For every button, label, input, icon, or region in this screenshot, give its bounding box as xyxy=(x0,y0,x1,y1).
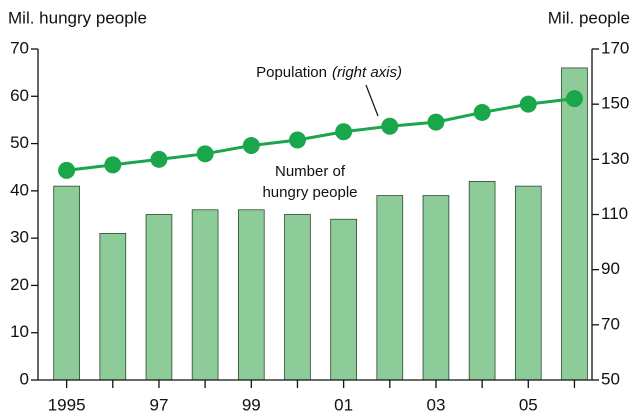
y-tick-label: 50 xyxy=(10,133,29,152)
x-tick-label: 1995 xyxy=(48,395,86,414)
bar xyxy=(468,180,496,381)
x-tick-label: 03 xyxy=(426,395,445,414)
x-tick-label: 99 xyxy=(242,395,261,414)
bar xyxy=(191,209,219,381)
bar xyxy=(422,195,450,381)
x-tick-label: 01 xyxy=(334,395,353,414)
marker xyxy=(242,137,260,155)
marker xyxy=(150,150,168,168)
annotation: Number of xyxy=(275,163,346,180)
bar xyxy=(561,67,588,381)
marker xyxy=(473,103,491,121)
annotation: hungry people xyxy=(262,184,357,201)
y-tick-label: 60 xyxy=(10,86,29,105)
y2-tick-label: 70 xyxy=(601,314,620,333)
annotation: Population xyxy=(256,64,327,81)
x-tick-label: 05 xyxy=(519,395,538,414)
bar xyxy=(514,185,542,381)
y2-tick-label: 110 xyxy=(601,204,628,223)
x-tick-label: 97 xyxy=(149,395,168,414)
bar xyxy=(330,218,357,381)
marker xyxy=(196,145,214,163)
marker xyxy=(288,131,306,149)
marker xyxy=(335,123,353,141)
y-tick-label: 10 xyxy=(10,322,29,341)
bar xyxy=(284,214,311,381)
y-axis-title: Mil. hungry people xyxy=(8,8,147,27)
y2-tick-label: 50 xyxy=(601,369,620,388)
bar xyxy=(376,195,404,381)
bar xyxy=(99,233,127,381)
marker xyxy=(58,161,76,179)
bar xyxy=(53,185,80,381)
marker xyxy=(104,156,122,174)
line xyxy=(66,97,575,172)
y-tick-label: 30 xyxy=(10,228,29,247)
y2-tick-label: 130 xyxy=(601,149,629,168)
marker xyxy=(381,117,399,135)
y-tick-label: 40 xyxy=(10,180,29,199)
y2-tick-label: 90 xyxy=(601,259,620,278)
leader-line xyxy=(365,84,379,117)
annotation: (right axis) xyxy=(332,64,402,81)
marker xyxy=(519,95,537,113)
y2-tick-label: 170 xyxy=(601,38,629,57)
y2-axis-title: Mil. people xyxy=(548,8,630,27)
y-tick-label: 20 xyxy=(10,275,29,294)
y-tick-label: 70 xyxy=(10,38,29,57)
marker xyxy=(427,113,445,131)
bar xyxy=(237,209,265,381)
marker xyxy=(565,90,583,108)
y2-tick-label: 150 xyxy=(601,94,629,113)
bar xyxy=(145,214,173,381)
y-tick-label: 0 xyxy=(20,369,29,388)
